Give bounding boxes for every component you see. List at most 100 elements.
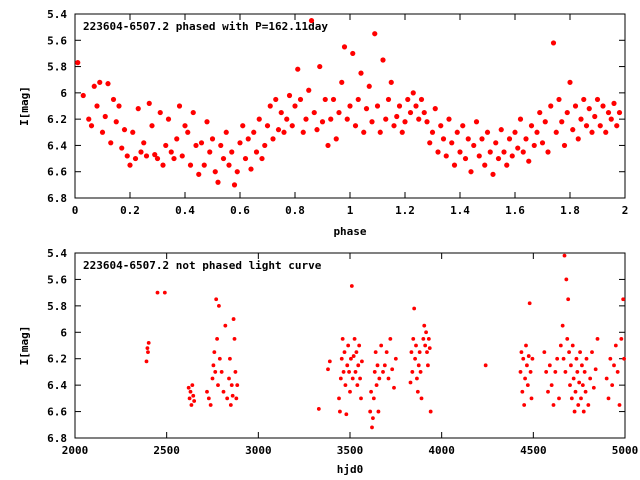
data-point [105,81,111,87]
data-point [207,149,213,155]
data-point [568,383,572,388]
data-point [572,103,579,109]
data-point [546,389,550,394]
data-point [422,323,427,328]
data-point [317,63,323,70]
data-point [561,356,566,361]
data-point [534,129,540,135]
data-point [143,153,150,159]
data-point [512,129,518,135]
data-point [186,385,191,390]
data-point [352,123,359,129]
data-point [423,343,428,348]
data-point [270,136,276,142]
data-point [196,171,202,177]
data-point [374,103,381,109]
data-point [190,109,196,116]
data-point [560,323,565,328]
data-point [590,350,594,355]
data-point [515,145,521,151]
data-point [416,116,422,122]
data-point [539,140,546,146]
data-point [348,389,352,394]
data-point [204,119,210,125]
data-point [394,113,400,120]
data-point [575,136,581,142]
data-point [163,142,169,149]
data-point [339,356,344,361]
data-point [146,350,150,355]
data-point [179,153,185,159]
data-point [174,136,180,142]
data-point [595,336,600,341]
data-point [582,370,587,374]
data-point [588,376,593,381]
data-point [581,409,586,414]
data-point [275,127,282,133]
data-point [468,169,474,175]
data-point [237,140,243,146]
x-tick-label: 3500 [337,444,364,457]
data-point [608,116,614,122]
data-point [264,123,271,129]
data-point [146,100,152,106]
data-point [574,356,579,361]
data-point [604,376,609,381]
data-point [376,409,381,414]
data-point [544,370,549,374]
data-point [583,389,588,394]
data-point [410,370,415,374]
data-point [155,290,160,295]
data-point [340,336,345,341]
data-point [411,336,416,341]
data-point [520,389,525,394]
data-point [325,142,331,149]
data-point [451,162,458,168]
data-point [443,153,449,159]
data-point [608,356,613,361]
data-point [206,396,211,401]
data-point [385,96,392,103]
data-point [369,389,373,394]
data-point [338,376,343,381]
y-tick-label: 5.4 [47,8,67,21]
data-point [506,136,513,142]
data-point [354,350,359,355]
data-point [231,182,238,188]
data-point [570,127,576,133]
data-point [526,354,531,358]
data-point [357,343,362,348]
data-point [353,370,358,374]
x-tick-label: 0 [72,204,79,217]
data-point [479,136,485,142]
data-point [429,129,436,135]
data-point [349,356,353,361]
data-point [162,290,167,295]
data-point [223,323,228,328]
data-point [146,340,151,345]
data-point [569,363,573,368]
data-point [570,343,575,348]
data-point [289,123,295,129]
data-point [358,376,362,381]
data-point [108,140,114,146]
data-point [198,140,205,146]
data-point [427,346,432,351]
data-point [233,370,238,374]
data-point [483,363,488,368]
data-point [215,179,221,185]
data-point [615,370,620,374]
x-tick-label: 0.8 [285,204,305,217]
data-point [414,343,418,348]
data-point [388,336,393,341]
data-point [185,129,191,135]
data-point [498,127,504,133]
data-point [102,113,108,120]
y-tick-label: 5.8 [47,300,67,313]
y-tick-label: 6.2 [47,113,67,126]
data-point [369,119,375,125]
data-point [424,119,430,125]
data-point [523,376,527,381]
data-point [545,149,551,155]
unphased-light-curve-panel: 2000 2500 3000 3500 4000 4500 5000 5.4 5.6 5.8 6 6.… [18,247,638,476]
